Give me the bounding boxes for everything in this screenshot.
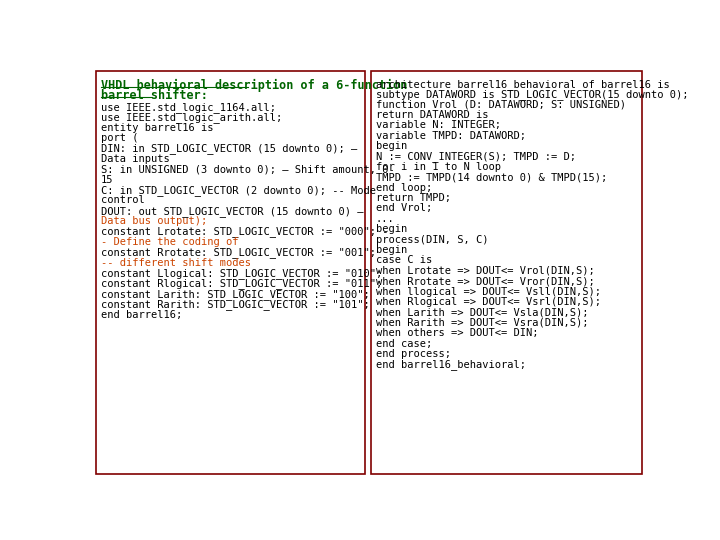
Text: constant Rlogical: STD_LOGIC_VECTOR := "011";: constant Rlogical: STD_LOGIC_VECTOR := "… bbox=[101, 279, 382, 289]
Text: constant Rrotate: STD_LOGIC_VECTOR := "001";: constant Rrotate: STD_LOGIC_VECTOR := "0… bbox=[101, 247, 376, 258]
Text: DOUT: out STD_LOGIC_VECTOR (15 downto 0) —: DOUT: out STD_LOGIC_VECTOR (15 downto 0)… bbox=[101, 206, 364, 217]
Text: constant Rarith: STD_LOGIC_VECTOR := "101";: constant Rarith: STD_LOGIC_VECTOR := "10… bbox=[101, 299, 369, 310]
Text: begin: begin bbox=[376, 141, 408, 151]
Text: Data inputs: Data inputs bbox=[101, 154, 170, 164]
Text: case C is: case C is bbox=[376, 255, 432, 265]
Text: function Vrol (D: DATAWORD; S: UNSIGNED): function Vrol (D: DATAWORD; S: UNSIGNED) bbox=[376, 99, 626, 110]
Text: end case;: end case; bbox=[376, 339, 432, 348]
Text: constant Lrotate: STD_LOGIC_VECTOR := "000"; -: constant Lrotate: STD_LOGIC_VECTOR := "0… bbox=[101, 226, 388, 238]
Text: TMPD := TMPD(14 downto 0) & TMPD(15);: TMPD := TMPD(14 downto 0) & TMPD(15); bbox=[376, 172, 607, 182]
Text: return DATAWORD is: return DATAWORD is bbox=[376, 110, 488, 120]
Text: process(DIN, S, C): process(DIN, S, C) bbox=[376, 234, 488, 245]
Text: end barrel16_behavioral;: end barrel16_behavioral; bbox=[376, 359, 526, 370]
Text: port (: port ( bbox=[101, 133, 138, 143]
Text: end process;: end process; bbox=[376, 349, 451, 359]
Text: architecture barrel16_behavioral of barrel16 is: architecture barrel16_behavioral of barr… bbox=[376, 79, 670, 90]
Text: when Rlogical => DOUT<= Vsrl(DIN,S);: when Rlogical => DOUT<= Vsrl(DIN,S); bbox=[376, 297, 601, 307]
Text: DIN: in STD_LOGIC_VECTOR (15 downto 0); —: DIN: in STD_LOGIC_VECTOR (15 downto 0); … bbox=[101, 143, 357, 154]
Text: constant Larith: STD_LOGIC_VECTOR := "100";: constant Larith: STD_LOGIC_VECTOR := "10… bbox=[101, 289, 369, 300]
Text: -- different shift modes: -- different shift modes bbox=[101, 258, 251, 268]
Text: S: in UNSIGNED (3 downto 0); — Shift amount, 0-: S: in UNSIGNED (3 downto 0); — Shift amo… bbox=[101, 164, 395, 174]
Text: 15: 15 bbox=[101, 174, 113, 185]
Text: for i in 1 to N loop: for i in 1 to N loop bbox=[376, 162, 501, 172]
Text: when Larith => DOUT<= Vsla(DIN,S);: when Larith => DOUT<= Vsla(DIN,S); bbox=[376, 307, 588, 318]
Text: C: in STD_LOGIC_VECTOR (2 downto 0); -- Mode: C: in STD_LOGIC_VECTOR (2 downto 0); -- … bbox=[101, 185, 376, 196]
Text: use IEEE.std_logic_1164.all;: use IEEE.std_logic_1164.all; bbox=[101, 102, 276, 113]
Text: VHDL behavioral description of a 6-function: VHDL behavioral description of a 6-funct… bbox=[101, 79, 408, 92]
Text: - Define the coding of: - Define the coding of bbox=[101, 237, 238, 247]
Text: when llogical => DOUT<= Vsll(DIN,S);: when llogical => DOUT<= Vsll(DIN,S); bbox=[376, 287, 601, 296]
Text: entity barrel16 is: entity barrel16 is bbox=[101, 123, 213, 132]
Text: when Rarith => DOUT<= Vsra(DIN,S);: when Rarith => DOUT<= Vsra(DIN,S); bbox=[376, 318, 588, 328]
Text: when Lrotate => DOUT<= Vrol(DIN,S);: when Lrotate => DOUT<= Vrol(DIN,S); bbox=[376, 266, 595, 276]
Text: variable TMPD: DATAWORD;: variable TMPD: DATAWORD; bbox=[376, 131, 526, 140]
Text: variable N: INTEGER;: variable N: INTEGER; bbox=[376, 120, 501, 130]
Text: when Rrotate => DOUT<= Vror(DIN,S);: when Rrotate => DOUT<= Vror(DIN,S); bbox=[376, 276, 595, 286]
Text: end barrel16;: end barrel16; bbox=[101, 309, 182, 320]
Text: return TMPD;: return TMPD; bbox=[376, 193, 451, 203]
Text: when others => DOUT<= DIN;: when others => DOUT<= DIN; bbox=[376, 328, 539, 338]
Text: ...: ... bbox=[376, 214, 395, 224]
Text: barrel shifter:: barrel shifter: bbox=[101, 89, 208, 102]
Text: N := CONV_INTEGER(S); TMPD := D;: N := CONV_INTEGER(S); TMPD := D; bbox=[376, 151, 576, 163]
Text: control: control bbox=[101, 195, 145, 205]
Text: begin: begin bbox=[376, 245, 408, 255]
Text: use IEEE.std_logic_arith.all;: use IEEE.std_logic_arith.all; bbox=[101, 112, 282, 123]
Text: Data bus output);: Data bus output); bbox=[101, 216, 207, 226]
Text: end Vrol;: end Vrol; bbox=[376, 204, 432, 213]
Text: begin: begin bbox=[376, 224, 408, 234]
Text: constant Llogical: STD_LOGIC_VECTOR := "010";: constant Llogical: STD_LOGIC_VECTOR := "… bbox=[101, 268, 382, 279]
Text: subtype DATAWORD is STD_LOGIC_VECTOR(15 downto 0);: subtype DATAWORD is STD_LOGIC_VECTOR(15 … bbox=[376, 89, 688, 100]
Text: end loop;: end loop; bbox=[376, 183, 432, 193]
